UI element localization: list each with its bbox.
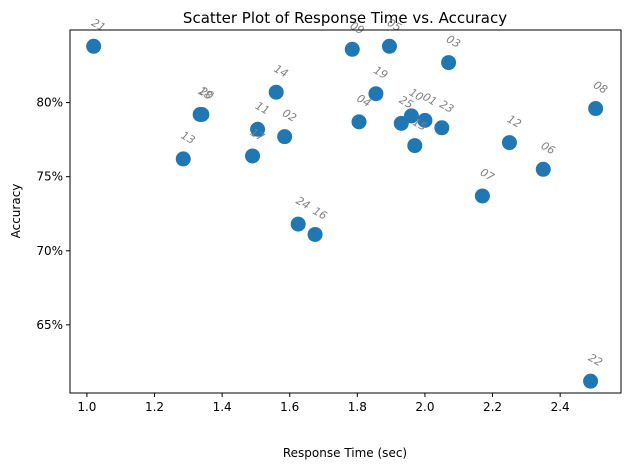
point-label: 08 (591, 78, 610, 96)
data-point (407, 138, 423, 154)
point-label: 22 (586, 351, 605, 369)
y-axis-ticks: 65% 70% 75% 80% (36, 96, 70, 332)
point-label: 24 (294, 194, 313, 212)
point-label: 16 (311, 204, 330, 222)
point-label: 23 (437, 98, 456, 116)
x-tick-label: 1.8 (348, 400, 367, 414)
data-point (588, 101, 604, 117)
data-point (344, 41, 360, 57)
point-label: 01 (420, 90, 439, 108)
data-point (381, 38, 397, 54)
point-label: 02 (280, 107, 299, 125)
chart-title: Scatter Plot of Response Time vs. Accura… (183, 9, 507, 27)
x-tick-label: 2.2 (483, 400, 502, 414)
point-label: 06 (539, 139, 558, 157)
point-label: 04 (354, 92, 373, 110)
x-tick-label: 1.0 (77, 400, 96, 414)
point-label: 18 (196, 84, 215, 102)
data-point (441, 55, 457, 71)
y-tick-label: 70% (36, 244, 63, 258)
point-label: 25 (397, 93, 416, 111)
point-label: 12 (505, 112, 524, 130)
data-point (175, 151, 191, 167)
data-point (501, 135, 517, 151)
data-point (474, 188, 490, 204)
data-point (434, 120, 450, 136)
point-label: 11 (253, 99, 272, 117)
point-label: 10 (407, 86, 426, 104)
data-point (245, 148, 261, 164)
data-point (403, 108, 419, 124)
point-label: 20 (197, 84, 216, 102)
x-tick-label: 1.6 (280, 400, 299, 414)
data-point (268, 84, 284, 100)
x-tick-label: 2.4 (551, 400, 570, 414)
x-tick-label: 2.0 (415, 400, 434, 414)
data-point (277, 129, 293, 145)
point-labels-group: 2118201311171402241609041905251015012303… (89, 16, 610, 369)
data-point (535, 161, 551, 177)
x-axis-label: Response Time (sec) (283, 446, 407, 460)
data-point (417, 112, 433, 128)
data-point (307, 226, 323, 242)
x-tick-label: 1.4 (213, 400, 232, 414)
point-label: 19 (371, 64, 390, 82)
x-axis-ticks: 1.0 1.2 1.4 1.6 1.8 2.0 2.2 2.4 (77, 393, 570, 414)
x-tick-label: 1.2 (145, 400, 164, 414)
data-point (194, 106, 210, 122)
data-point (290, 216, 306, 232)
data-points-group (86, 38, 604, 389)
point-label: 03 (444, 32, 463, 50)
point-label: 07 (478, 166, 497, 184)
point-label: 09 (348, 19, 367, 37)
point-label: 21 (89, 16, 108, 34)
point-label: 15 (410, 115, 429, 133)
data-point (351, 114, 367, 130)
y-tick-label: 80% (36, 96, 63, 110)
point-label: 17 (248, 126, 267, 144)
plot-frame (69, 29, 622, 394)
data-point (250, 121, 266, 137)
data-point (583, 373, 599, 389)
y-axis-label: Accuracy (9, 184, 23, 239)
point-label: 13 (179, 129, 198, 147)
data-point (368, 86, 384, 102)
data-point (86, 38, 102, 54)
y-tick-label: 75% (36, 170, 63, 184)
point-label: 14 (272, 62, 291, 80)
y-tick-label: 65% (36, 318, 63, 332)
